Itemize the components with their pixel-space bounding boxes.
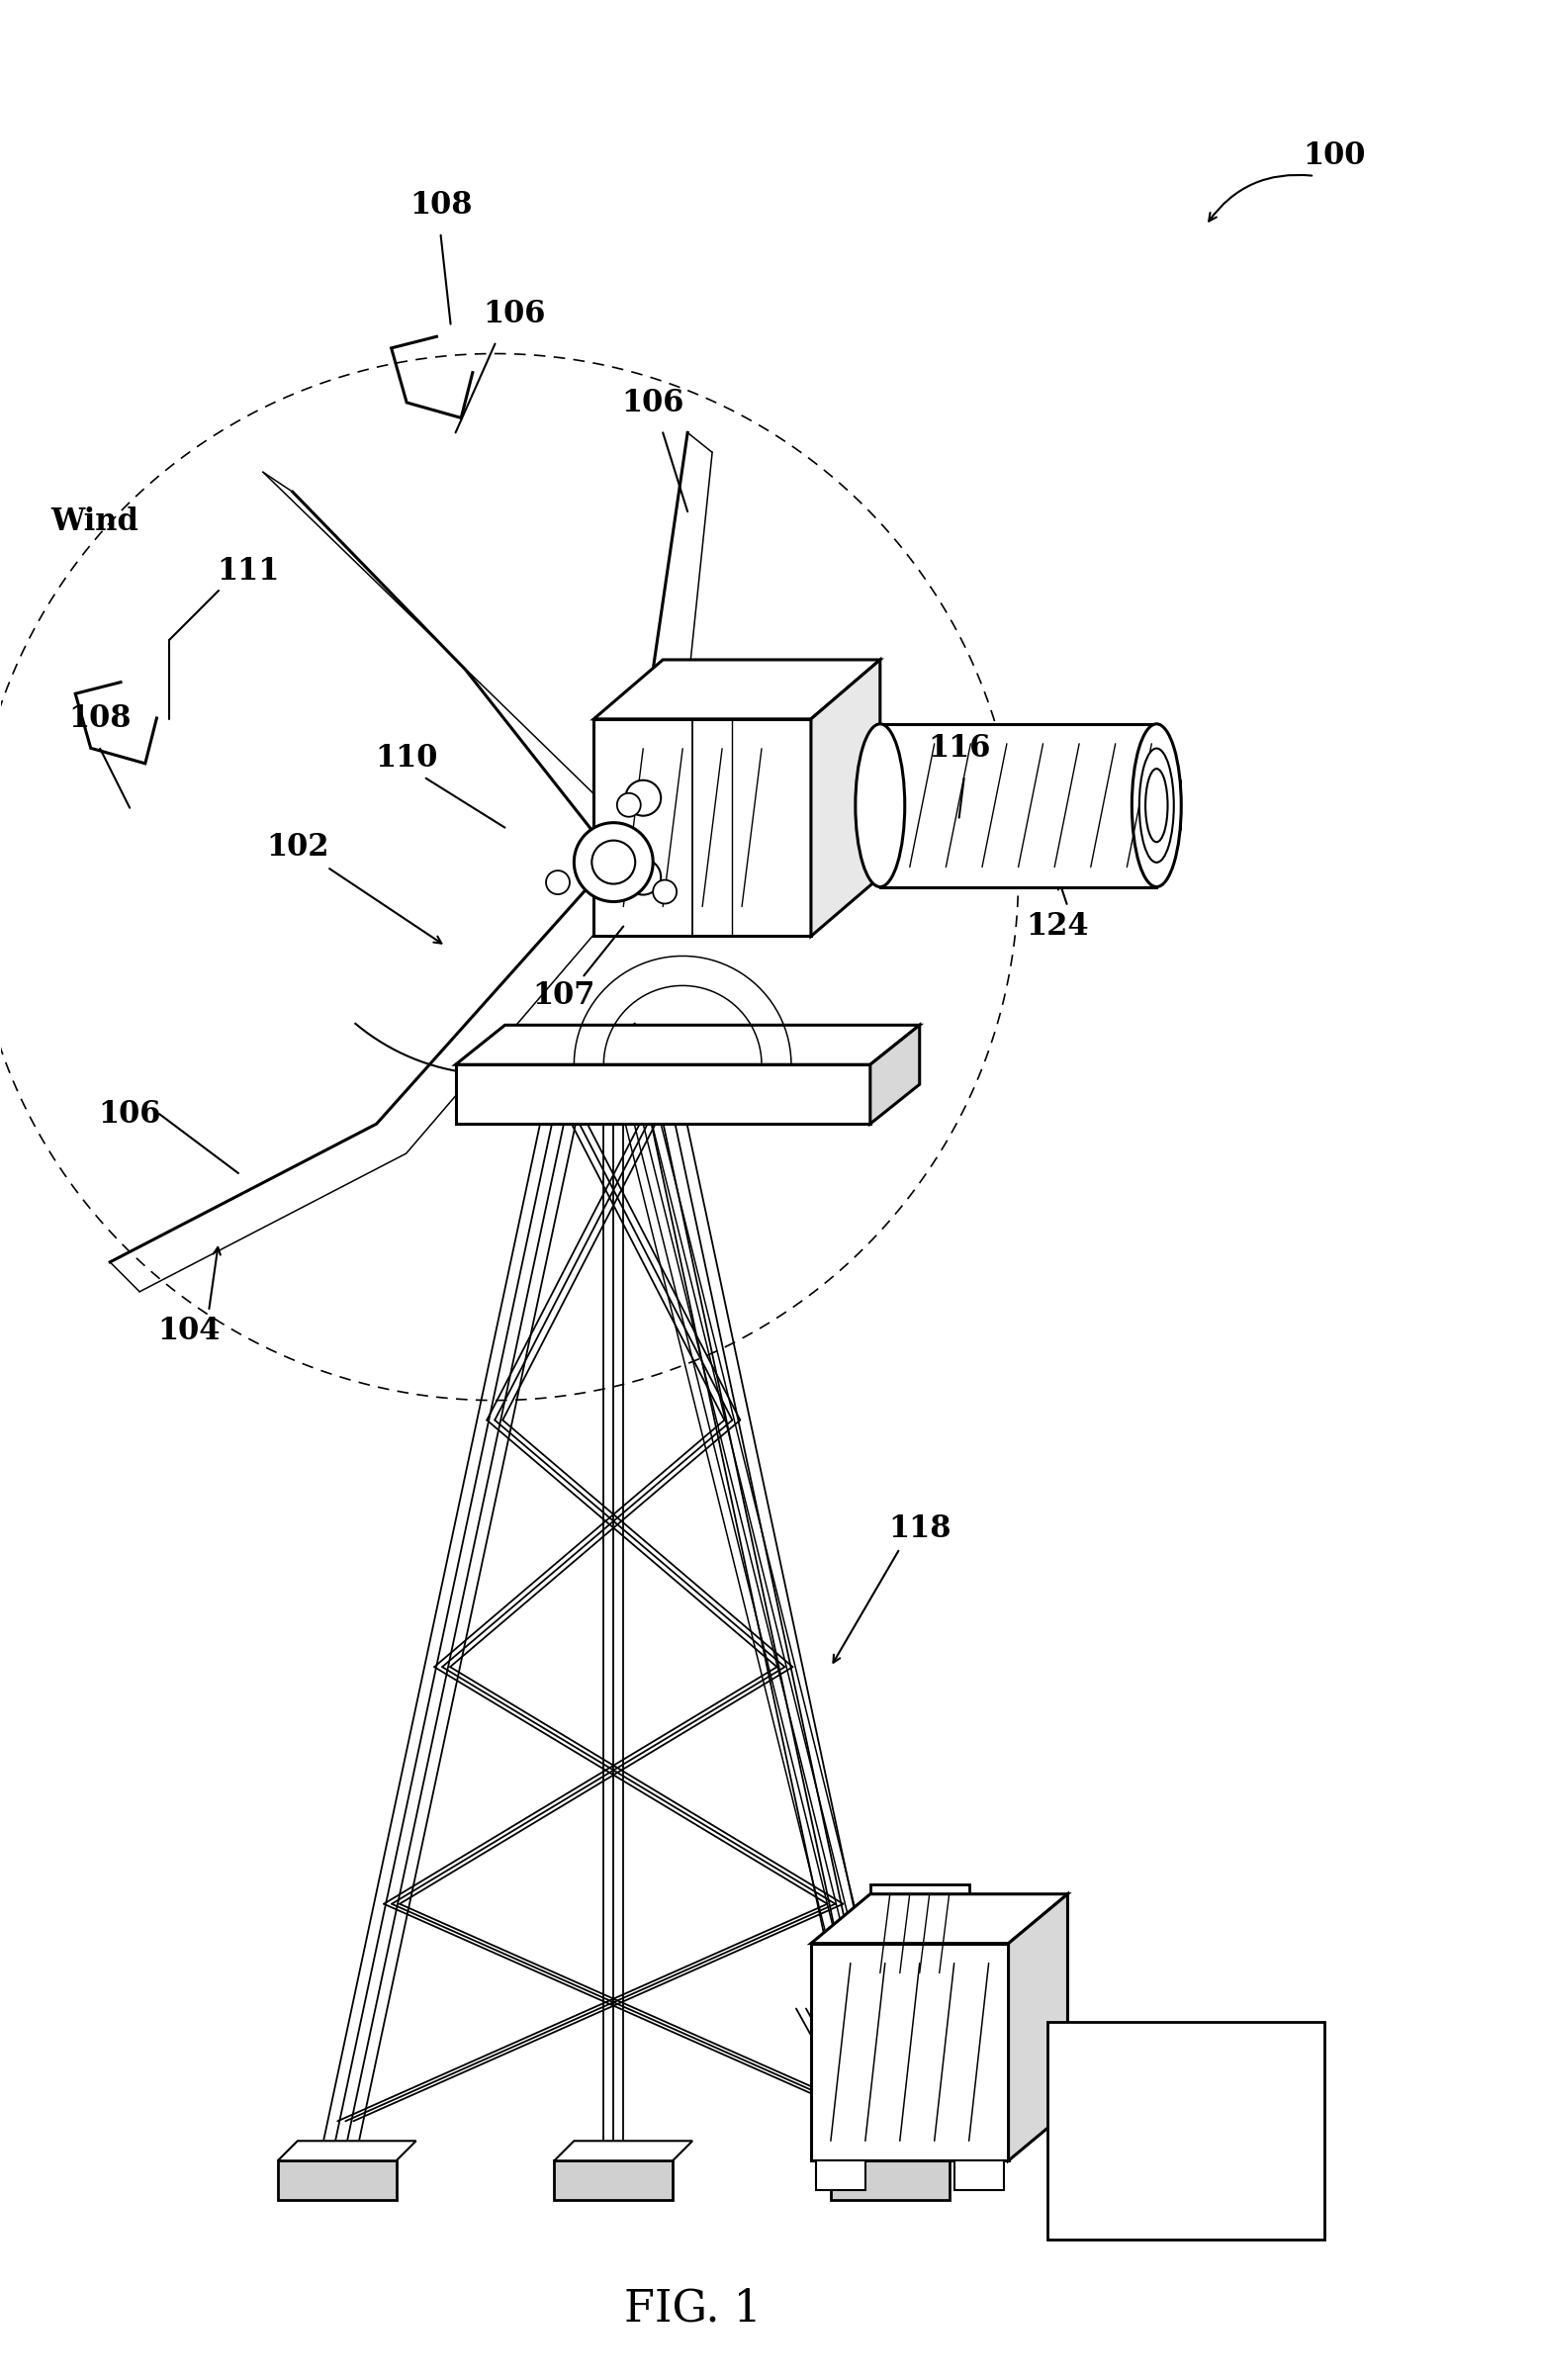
Ellipse shape <box>1145 769 1168 843</box>
Circle shape <box>573 823 653 902</box>
Text: 118: 118 <box>888 1514 951 1545</box>
Text: 102: 102 <box>267 833 328 862</box>
Text: Wind: Wind <box>51 507 139 538</box>
Polygon shape <box>555 2142 692 2161</box>
Text: 104: 104 <box>157 1316 220 1347</box>
Ellipse shape <box>1131 724 1182 888</box>
Text: 106: 106 <box>99 1100 162 1128</box>
Circle shape <box>592 840 635 883</box>
Text: Electric: Electric <box>1133 2085 1241 2111</box>
Text: 108: 108 <box>410 190 472 221</box>
Text: 106: 106 <box>484 300 546 328</box>
Polygon shape <box>811 740 880 892</box>
Text: 108: 108 <box>69 704 131 735</box>
Polygon shape <box>831 2142 969 2161</box>
Text: Grid: Grid <box>1156 2161 1217 2187</box>
Ellipse shape <box>1139 747 1174 862</box>
Circle shape <box>626 781 661 816</box>
Ellipse shape <box>855 724 905 888</box>
Text: FIG. 1: FIG. 1 <box>624 2287 761 2330</box>
Text: 116: 116 <box>928 733 991 764</box>
Bar <box>954 2161 1003 2190</box>
Text: 106: 106 <box>621 388 684 419</box>
Circle shape <box>546 871 570 895</box>
Bar <box>555 2161 673 2199</box>
Text: 107: 107 <box>533 981 595 1012</box>
Circle shape <box>616 793 641 816</box>
Circle shape <box>626 859 661 895</box>
Polygon shape <box>1008 1894 1068 2161</box>
Polygon shape <box>277 2142 416 2161</box>
Bar <box>811 1944 1008 2161</box>
Bar <box>593 719 811 935</box>
Text: 111: 111 <box>217 555 279 585</box>
Polygon shape <box>456 1026 920 1064</box>
Bar <box>1048 2023 1324 2240</box>
Bar <box>880 724 1157 888</box>
Bar <box>815 2161 866 2190</box>
Bar <box>831 2161 949 2199</box>
Circle shape <box>653 881 676 904</box>
Bar <box>871 1885 969 1983</box>
Polygon shape <box>811 659 880 935</box>
Polygon shape <box>871 1026 920 1123</box>
Polygon shape <box>593 659 880 719</box>
Bar <box>456 1064 871 1123</box>
Text: 110: 110 <box>374 743 438 774</box>
Text: 124: 124 <box>1026 912 1089 942</box>
Text: 100: 100 <box>1304 140 1365 171</box>
Bar <box>277 2161 396 2199</box>
Polygon shape <box>811 1894 1068 1944</box>
